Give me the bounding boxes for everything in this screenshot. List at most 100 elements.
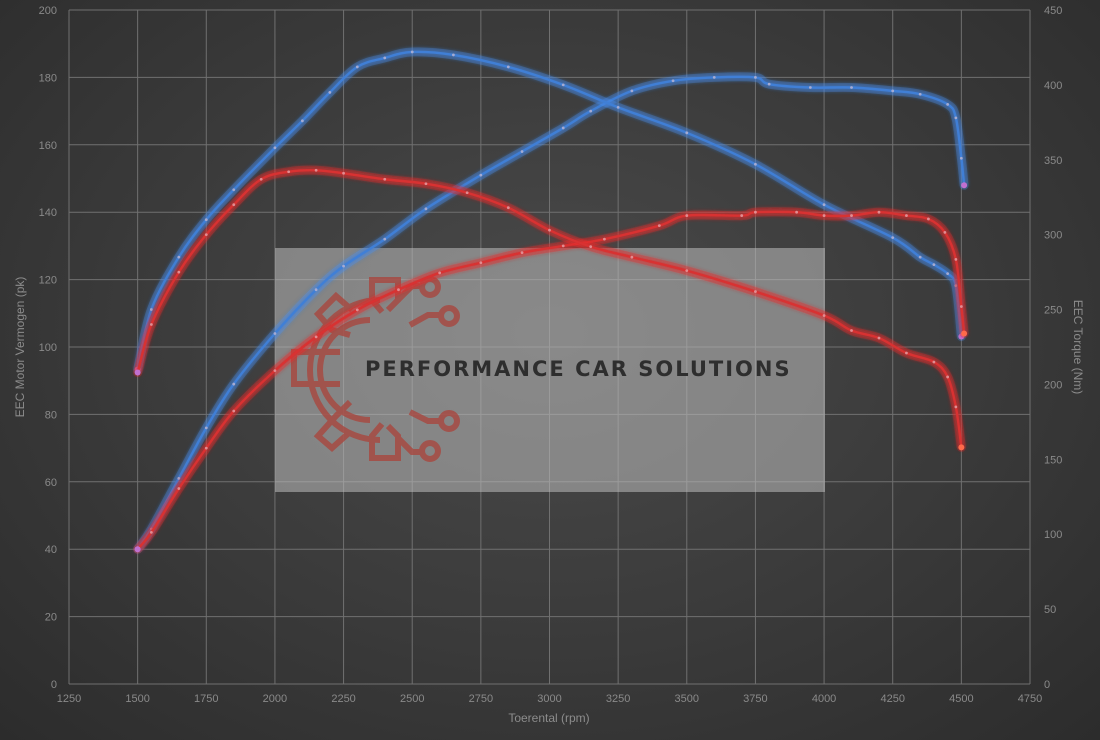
series-point bbox=[685, 131, 689, 135]
series-point bbox=[603, 237, 606, 241]
series-point bbox=[850, 214, 853, 217]
series-point bbox=[479, 261, 483, 265]
series-point bbox=[397, 288, 400, 292]
y-left-tick-label: 200 bbox=[39, 5, 57, 17]
y-axis-right-title: EEC Torque (Nm) bbox=[1071, 300, 1085, 394]
series-line bbox=[136, 168, 963, 449]
series-line bbox=[136, 210, 966, 551]
series-point bbox=[918, 92, 922, 96]
x-axis-title: Toerental (rpm) bbox=[508, 711, 589, 725]
series-point bbox=[383, 237, 387, 241]
x-tick-label: 1500 bbox=[125, 693, 149, 705]
series-point bbox=[616, 105, 620, 109]
y-right-tick-label: 450 bbox=[1044, 5, 1062, 17]
series-point bbox=[424, 207, 428, 211]
series-point bbox=[589, 245, 593, 249]
x-tick-label: 2250 bbox=[331, 693, 355, 705]
series-0 bbox=[133, 72, 969, 554]
series-point bbox=[946, 102, 950, 106]
y-right-tick-label: 300 bbox=[1044, 230, 1062, 242]
series-point bbox=[204, 446, 208, 450]
gear-circuit-logo-icon bbox=[291, 276, 460, 462]
series-point bbox=[822, 203, 826, 207]
series-point bbox=[754, 210, 757, 214]
series-point bbox=[328, 90, 332, 94]
series-layer bbox=[133, 47, 969, 554]
series-point bbox=[355, 65, 359, 69]
series-point bbox=[177, 477, 181, 480]
series-point bbox=[657, 224, 661, 228]
series-endpoint bbox=[134, 369, 141, 376]
y-right-tick-label: 150 bbox=[1044, 454, 1062, 466]
series-point bbox=[954, 405, 958, 409]
y-right-tick-label: 0 bbox=[1044, 679, 1050, 691]
series-point bbox=[905, 214, 908, 217]
series-point bbox=[177, 270, 181, 274]
series-point bbox=[808, 86, 812, 89]
series-point bbox=[410, 50, 414, 54]
axis-ticks: 1250 1500 1750 2000 2250 2500 2750 3000 3250 3500… bbox=[39, 5, 1063, 705]
series-point bbox=[273, 332, 277, 335]
series-point bbox=[954, 284, 958, 287]
series-point bbox=[850, 86, 853, 89]
series-point bbox=[273, 369, 277, 372]
series-point bbox=[946, 272, 950, 276]
series-point bbox=[630, 255, 634, 259]
series-point bbox=[452, 53, 455, 57]
x-tick-label: 3750 bbox=[743, 693, 767, 705]
x-tick-label: 2750 bbox=[469, 693, 493, 705]
series-point bbox=[954, 257, 958, 261]
series-point bbox=[314, 168, 318, 172]
series-point bbox=[877, 336, 881, 340]
series-point bbox=[754, 76, 757, 79]
x-tick-label: 3000 bbox=[537, 693, 561, 705]
series-point bbox=[932, 263, 936, 267]
series-point bbox=[561, 244, 565, 248]
y-left-tick-label: 120 bbox=[39, 275, 57, 287]
series-2 bbox=[133, 207, 969, 554]
series-point bbox=[383, 56, 387, 60]
y-left-tick-label: 40 bbox=[45, 544, 57, 556]
watermark: PERFORMANCE CAR SOLUTIONS bbox=[275, 248, 825, 492]
x-tick-label: 1750 bbox=[194, 693, 218, 705]
series-point bbox=[822, 214, 826, 217]
series-point bbox=[520, 150, 524, 153]
y-right-tick-label: 50 bbox=[1044, 604, 1056, 616]
series-point bbox=[383, 177, 387, 181]
series-point bbox=[877, 210, 881, 214]
series-3 bbox=[133, 165, 966, 452]
series-point bbox=[767, 82, 771, 86]
series-endpoint bbox=[134, 546, 141, 553]
series-point bbox=[520, 251, 524, 255]
series-point bbox=[438, 271, 442, 275]
series-point bbox=[589, 109, 593, 113]
series-endpoint bbox=[961, 330, 968, 337]
x-tick-label: 4250 bbox=[880, 693, 904, 705]
series-point bbox=[300, 119, 304, 123]
x-tick-label: 4500 bbox=[949, 693, 973, 705]
series-point bbox=[177, 487, 181, 490]
series-point bbox=[927, 217, 930, 221]
x-tick-label: 1250 bbox=[57, 693, 81, 705]
series-point bbox=[342, 264, 345, 268]
y-left-tick-label: 160 bbox=[39, 140, 57, 152]
series-point bbox=[905, 351, 908, 355]
series-point bbox=[259, 177, 263, 181]
series-endpoint bbox=[961, 182, 968, 189]
series-point bbox=[204, 233, 208, 237]
series-point bbox=[754, 162, 757, 166]
series-point bbox=[232, 409, 236, 413]
series-point bbox=[795, 210, 799, 214]
y-right-tick-label: 400 bbox=[1044, 80, 1062, 92]
series-point bbox=[850, 329, 853, 332]
series-point bbox=[177, 255, 181, 259]
series-point bbox=[204, 218, 208, 222]
series-point bbox=[561, 83, 565, 87]
x-tick-label: 4000 bbox=[812, 693, 836, 705]
y-left-tick-label: 180 bbox=[39, 72, 57, 84]
series-point bbox=[671, 79, 675, 83]
y-left-tick-label: 100 bbox=[39, 342, 57, 354]
series-point bbox=[314, 288, 318, 292]
